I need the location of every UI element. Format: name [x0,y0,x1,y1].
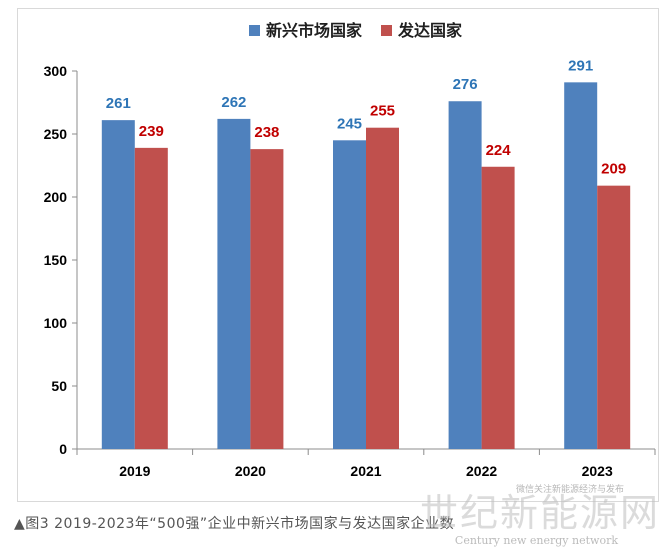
x-tick-label: 2023 [582,463,613,479]
bar-emerging [333,140,366,450]
y-tick-label: 250 [44,126,68,142]
legend-swatch [381,25,392,36]
x-tick-label: 2020 [235,463,266,479]
legend-swatch [249,25,260,36]
x-axis: 2019 2020 2021 2022 2023 [76,448,656,479]
data-label: 245 [337,115,362,132]
bars-group [101,82,631,450]
data-label: 209 [601,161,626,178]
bar-developed [481,166,515,449]
data-label: 238 [254,124,279,141]
bar-developed [134,147,168,450]
legend-label: 新兴市场国家 [266,21,363,40]
y-tick-label: 50 [51,378,67,394]
data-labels: 261 239 262 238 245 255 276 224 291 209 [106,57,626,177]
data-label: 276 [453,76,478,93]
data-label: 224 [486,142,512,159]
x-tick-label: 2019 [119,463,150,479]
bar-emerging [448,101,482,450]
x-tick-label: 2022 [466,463,497,479]
data-label: 291 [568,57,593,74]
legend-label: 发达国家 [397,21,463,40]
y-tick-label: 0 [59,441,67,457]
y-tick-label: 150 [44,252,68,268]
bar-developed [366,127,399,449]
bar-developed [597,185,631,449]
bar-emerging [217,118,251,449]
data-label: 262 [221,94,246,111]
chart-legend: 新兴市场国家 发达国家 [249,21,463,40]
figure-caption: ▲图3 2019-2023年“500强”企业中新兴市场国家与发达国家企业数 [14,516,455,532]
y-tick-label: 100 [44,315,68,331]
bar-developed [250,149,284,449]
y-tick-label: 200 [44,189,68,205]
bar-emerging [101,120,135,449]
data-label: 255 [370,103,395,120]
data-label: 239 [139,123,164,140]
y-tick-label: 300 [44,63,68,79]
y-axis: 0 50 100 150 200 250 300 [44,63,78,457]
bar-emerging [564,82,598,449]
data-label: 261 [106,95,131,112]
x-tick-label: 2021 [350,463,381,479]
